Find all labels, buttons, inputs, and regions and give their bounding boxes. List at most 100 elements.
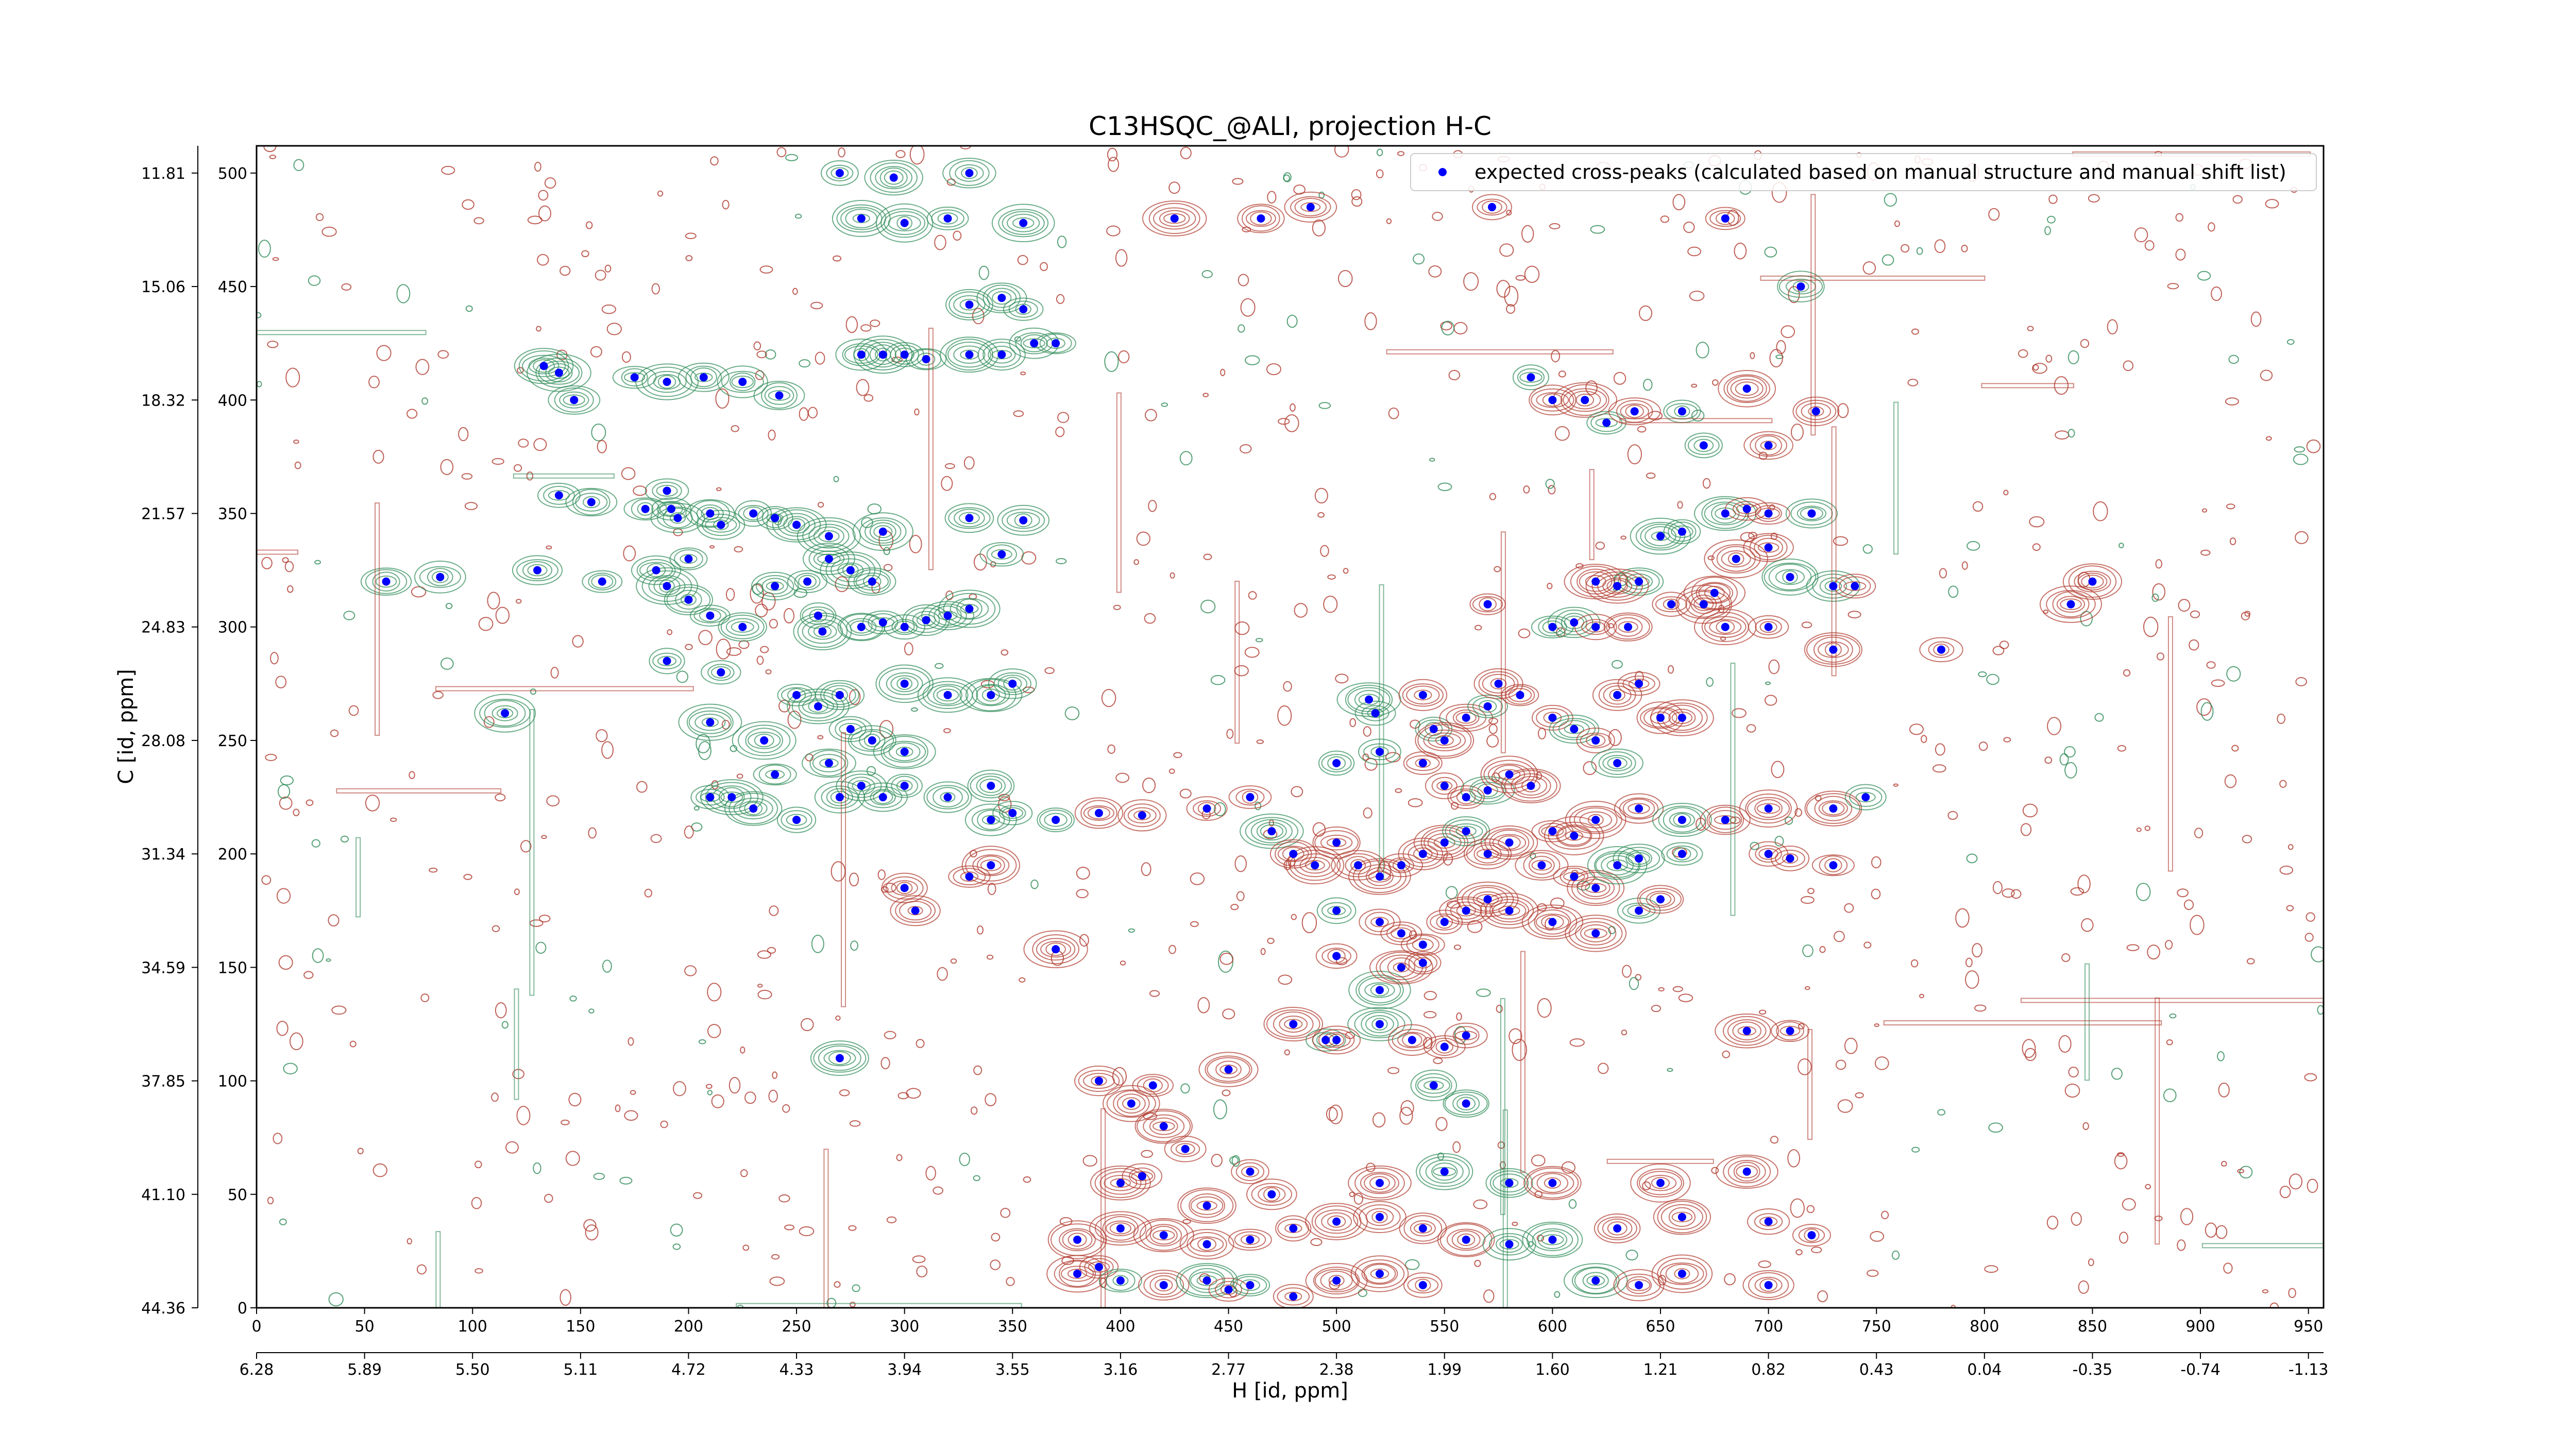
noise-contour bbox=[478, 617, 494, 631]
noise-contour bbox=[1637, 426, 1647, 433]
ppm-tick-label: 6.28 bbox=[240, 1361, 274, 1379]
noise-contour bbox=[1598, 1063, 1609, 1074]
x-tick-label: 700 bbox=[1754, 1318, 1783, 1336]
noise-contour bbox=[883, 564, 893, 571]
peak-contour bbox=[1123, 803, 1161, 828]
peak-contour bbox=[1484, 828, 1534, 857]
noise-contour bbox=[2166, 1039, 2173, 1046]
peak-contour bbox=[761, 382, 798, 409]
cross-peak-point bbox=[1116, 1178, 1125, 1187]
peak-contour bbox=[1193, 800, 1222, 817]
y-ppm-tick-label: 34.59 bbox=[141, 959, 185, 977]
noise-contour bbox=[601, 741, 614, 759]
noise-contour bbox=[1775, 355, 1784, 359]
peak-contour bbox=[1003, 677, 1022, 691]
legend: expected cross-peaks (calculated based o… bbox=[1410, 153, 2317, 191]
noise-contour bbox=[1213, 1099, 1227, 1120]
noise-contour bbox=[1512, 1221, 1518, 1226]
ridge-contour bbox=[1981, 383, 2075, 389]
peak-contour bbox=[1321, 948, 1351, 965]
noise-contour bbox=[2246, 958, 2255, 965]
noise-contour bbox=[372, 449, 384, 464]
peak-contour bbox=[1508, 688, 1532, 702]
noise-contour bbox=[792, 288, 798, 295]
noise-contour bbox=[1429, 458, 1435, 462]
noise-contour bbox=[1568, 1199, 1577, 1209]
noise-contour bbox=[870, 319, 880, 327]
cross-peak-point bbox=[1516, 690, 1524, 699]
noise-contour bbox=[1870, 1231, 1885, 1242]
peak-contour bbox=[1279, 1015, 1308, 1033]
peak-contour bbox=[1485, 1168, 1533, 1198]
cross-peak-point bbox=[1764, 441, 1773, 450]
peak-contour bbox=[1732, 1021, 1761, 1041]
noise-contour bbox=[1351, 196, 1363, 207]
peak-contour bbox=[693, 608, 727, 624]
peak-contour bbox=[1492, 834, 1527, 851]
peak-contour bbox=[1358, 694, 1380, 705]
cross-peak-point bbox=[570, 396, 579, 405]
peak-contour bbox=[1806, 793, 1860, 824]
peak-contour bbox=[880, 735, 928, 768]
peak-contour bbox=[967, 769, 1015, 802]
peak-contour bbox=[1116, 1093, 1146, 1114]
noise-contour bbox=[1118, 350, 1130, 364]
noise-contour bbox=[757, 983, 763, 988]
noise-contour bbox=[2043, 609, 2049, 614]
peak-contour bbox=[1698, 583, 1731, 603]
cross-peak-point bbox=[1462, 1031, 1470, 1040]
noise-contour bbox=[517, 367, 524, 374]
peak-contour bbox=[1176, 1263, 1238, 1299]
noise-contour bbox=[934, 663, 944, 669]
noise-contour bbox=[1992, 881, 2003, 895]
noise-contour bbox=[2232, 195, 2243, 204]
peak-contour bbox=[1159, 210, 1190, 227]
peak-contour bbox=[1348, 970, 1411, 1009]
ridge-contour bbox=[2201, 1243, 2324, 1249]
peak-contour bbox=[1636, 1168, 1684, 1198]
noise-contour bbox=[2223, 1262, 2233, 1274]
peak-contour bbox=[1824, 858, 1842, 872]
noise-contour bbox=[737, 1305, 743, 1308]
peak-contour bbox=[1153, 207, 1196, 230]
noise-contour bbox=[1395, 788, 1402, 793]
noise-contour bbox=[2064, 762, 2077, 779]
noise-contour bbox=[1965, 957, 1973, 967]
ppm-tick-label: -0.35 bbox=[2073, 1361, 2113, 1379]
cross-peak-point bbox=[771, 514, 779, 523]
y-tick-label: 450 bbox=[218, 278, 247, 296]
noise-contour bbox=[1506, 209, 1512, 216]
ridge-contour bbox=[2167, 616, 2173, 872]
peak-contour bbox=[1433, 1167, 1456, 1176]
cross-peak-point bbox=[814, 702, 822, 711]
peak-contour bbox=[809, 750, 849, 777]
peak-contour bbox=[1579, 571, 1613, 592]
noise-contour bbox=[849, 872, 859, 887]
noise-contour bbox=[1291, 786, 1303, 798]
noise-contour bbox=[533, 1162, 541, 1174]
peak-contour bbox=[375, 575, 397, 588]
peak-contour bbox=[1127, 807, 1157, 824]
peak-contour bbox=[1673, 847, 1691, 861]
noise-contour bbox=[1921, 735, 1927, 743]
peak-contour bbox=[1177, 1187, 1236, 1224]
peak-contour bbox=[1630, 517, 1691, 555]
peak-contour bbox=[690, 500, 730, 527]
cross-peak-point bbox=[1289, 850, 1298, 858]
noise-contour bbox=[1770, 1136, 1779, 1144]
peak-contour bbox=[1651, 1254, 1713, 1293]
noise-contour bbox=[1935, 743, 1945, 756]
noise-contour bbox=[771, 1254, 780, 1260]
peak-contour bbox=[972, 854, 1010, 877]
noise-contour bbox=[535, 941, 547, 954]
peak-contour bbox=[1235, 1162, 1265, 1181]
noise-contour bbox=[835, 576, 849, 593]
cross-peak-point bbox=[1440, 1167, 1449, 1176]
noise-contour bbox=[279, 796, 293, 810]
peak-contour bbox=[548, 366, 570, 379]
peak-contour bbox=[1277, 1219, 1310, 1238]
noise-contour bbox=[1435, 1117, 1448, 1131]
noise-contour bbox=[2067, 429, 2075, 438]
noise-contour bbox=[785, 154, 799, 161]
peak-contour bbox=[864, 159, 923, 196]
